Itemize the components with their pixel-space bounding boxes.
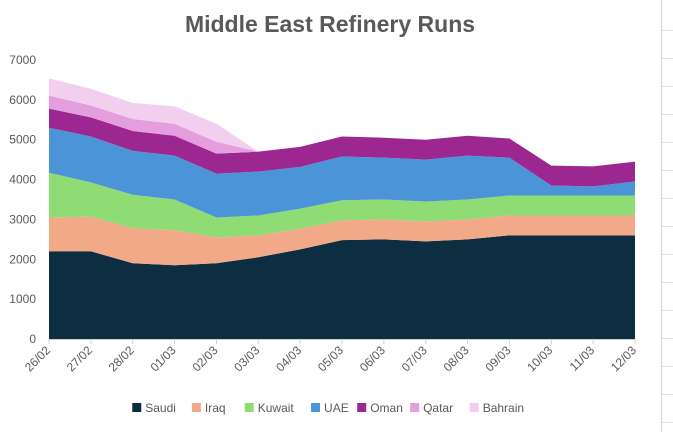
x-tick-label: 07/03 bbox=[399, 343, 430, 374]
legend-item-oman: Oman bbox=[357, 401, 403, 415]
x-tick-label: 06/03 bbox=[357, 343, 388, 374]
y-tick-label: 0 bbox=[29, 332, 36, 346]
x-tick-label: 08/03 bbox=[441, 343, 472, 374]
chart-title: Middle East Refinery Runs bbox=[185, 11, 475, 37]
x-tick-label: 02/03 bbox=[189, 343, 220, 374]
legend-swatch bbox=[191, 403, 201, 412]
area-series-group bbox=[49, 78, 635, 339]
legend: Saudi Iraq Kuwait UAE Oman Qatar Bahrain bbox=[132, 401, 524, 415]
y-axis: 0 1000 2000 3000 4000 5000 6000 7000 bbox=[9, 53, 36, 346]
legend-label: Qatar bbox=[423, 401, 453, 415]
x-tick-label: 10/03 bbox=[524, 343, 555, 374]
legend-label: Saudi bbox=[145, 401, 176, 415]
legend-swatch bbox=[132, 403, 142, 412]
y-tick-label: 7000 bbox=[9, 53, 36, 67]
legend-swatch bbox=[357, 403, 367, 412]
x-tick-label: 01/03 bbox=[148, 343, 179, 374]
y-tick-label: 5000 bbox=[9, 133, 36, 147]
area-series-iraq bbox=[49, 215, 635, 266]
area-series-kuwait bbox=[49, 172, 635, 238]
x-tick-label: 04/03 bbox=[273, 343, 304, 374]
legend-label: Bahrain bbox=[483, 401, 524, 415]
area-series-saudi bbox=[49, 235, 635, 339]
y-tick-label: 3000 bbox=[9, 212, 36, 226]
legend-label: UAE bbox=[324, 401, 349, 415]
chart-svg: Middle East Refinery Runs 0 1000 2000 3000 4… bbox=[9, 11, 639, 415]
y-tick-label: 1000 bbox=[9, 292, 36, 306]
spreadsheet-column-strip bbox=[661, 0, 673, 432]
x-tick-label: 09/03 bbox=[482, 343, 513, 374]
chart-area: Middle East Refinery Runs 0 1000 2000 3000 4… bbox=[9, 11, 639, 415]
x-tick-label: 12/03 bbox=[608, 343, 639, 374]
legend-item-iraq: Iraq bbox=[191, 401, 226, 415]
legend-label: Iraq bbox=[205, 401, 226, 415]
legend-swatch bbox=[410, 403, 420, 412]
x-tick-label: 11/03 bbox=[567, 343, 598, 374]
x-tick-label: 05/03 bbox=[315, 343, 346, 374]
legend-item-qatar: Qatar bbox=[410, 401, 453, 415]
legend-swatch bbox=[244, 403, 254, 412]
legend-label: Kuwait bbox=[258, 401, 295, 415]
area-series-uae bbox=[49, 127, 635, 218]
area-series-bahrain bbox=[49, 78, 635, 167]
legend-label: Oman bbox=[370, 401, 403, 415]
x-tick-label: 26/02 bbox=[22, 343, 53, 374]
legend-item-uae: UAE bbox=[311, 401, 349, 415]
x-axis: 26/02 27/02 28/02 01/03 02/03 03/03 04/03 05/03… bbox=[22, 339, 639, 374]
area-series-oman bbox=[49, 108, 635, 187]
legend-item-kuwait: Kuwait bbox=[244, 401, 295, 415]
y-tick-label: 6000 bbox=[9, 93, 36, 107]
y-tick-label: 2000 bbox=[9, 252, 36, 266]
area-series-qatar bbox=[49, 95, 635, 167]
x-tick-label: 03/03 bbox=[231, 343, 262, 374]
legend-swatch bbox=[469, 403, 479, 412]
x-tick-label: 28/02 bbox=[106, 343, 137, 374]
legend-item-saudi: Saudi bbox=[132, 401, 176, 415]
x-tick-label: 27/02 bbox=[64, 343, 95, 374]
y-tick-label: 4000 bbox=[9, 173, 36, 187]
legend-item-bahrain: Bahrain bbox=[469, 401, 524, 415]
legend-swatch bbox=[311, 403, 321, 412]
